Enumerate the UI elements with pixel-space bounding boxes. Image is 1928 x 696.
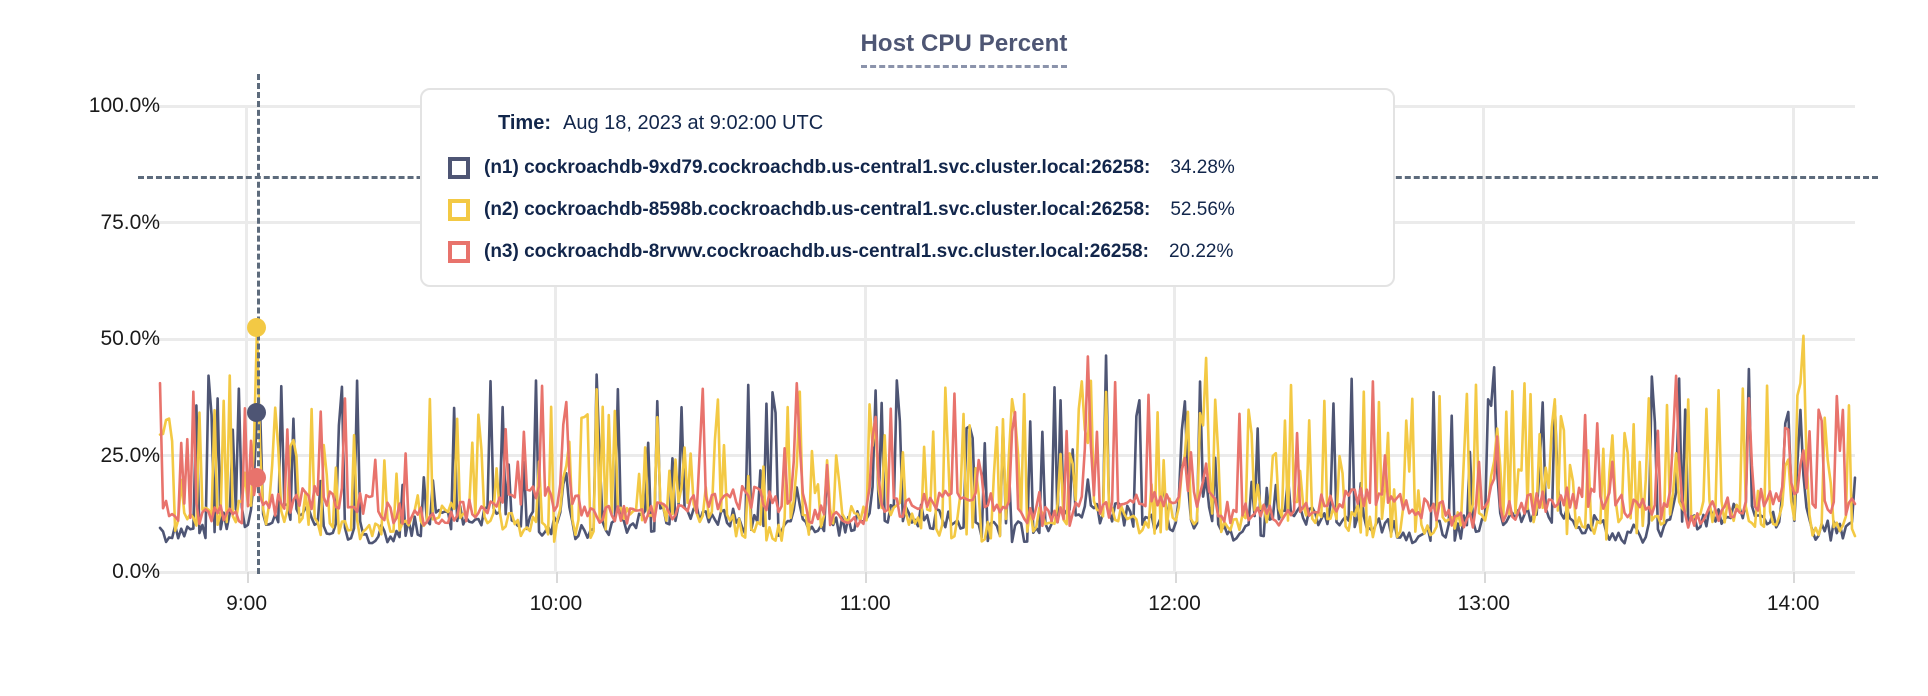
gridline-vertical [1482, 106, 1486, 572]
tooltip-time-row: Time: Aug 18, 2023 at 9:02:00 UTC [448, 112, 1367, 135]
x-tick-mark [246, 572, 249, 583]
series-lines [158, 325, 1857, 545]
x-tick-label: 12:00 [1148, 592, 1201, 615]
legend-value-n3: 20.22% [1168, 241, 1234, 262]
x-tick-label: 11:00 [839, 592, 891, 615]
x-tick-mark [1174, 572, 1177, 583]
x-tick-mark [1793, 572, 1796, 583]
x-tick-label: 10:00 [529, 592, 583, 615]
legend-label-n1: (n1) cockroachdb-9xd79.cockroachdb.us-ce… [484, 157, 1151, 178]
gridline-horizontal [152, 570, 1855, 574]
gridline-vertical [245, 106, 249, 572]
legend-label-n2: (n2) cockroachdb-8598b.cockroachdb.us-ce… [484, 199, 1151, 220]
hover-tooltip: Time: Aug 18, 2023 at 9:02:00 UTC (n1) c… [420, 88, 1395, 287]
hover-point-n3 [247, 468, 267, 488]
tooltip-time-label: Time: [498, 112, 551, 134]
legend-label-n3: (n3) cockroachdb-8rvwv.cockroachdb.us-ce… [484, 241, 1149, 262]
legend-swatch-n2 [448, 199, 470, 221]
chart-title-text: Host CPU Percent [860, 30, 1068, 68]
legend-value-n2: 52.56% [1170, 199, 1235, 220]
y-tick-label: 25.0% [100, 443, 160, 467]
y-tick-label: 100.0% [88, 94, 160, 117]
gridline-vertical [1173, 106, 1177, 572]
legend-row-n3[interactable]: (n3) cockroachdb-8rvwv.cockroachdb.us-ce… [448, 241, 1367, 263]
legend-swatch-n3 [448, 241, 470, 263]
x-tick-mark [865, 572, 868, 583]
series-line-n2 [158, 325, 1857, 543]
x-tick-label: 13:00 [1457, 592, 1511, 615]
legend-row-n2[interactable]: (n2) cockroachdb-8598b.cockroachdb.us-ce… [448, 199, 1367, 221]
hover-point-n1 [247, 402, 267, 422]
hover-point-n2 [247, 317, 267, 337]
gridline-vertical [1791, 106, 1795, 572]
y-tick-label: 75.0% [100, 210, 160, 234]
legend-row-n1[interactable]: (n1) cockroachdb-9xd79.cockroachdb.us-ce… [448, 157, 1367, 179]
gridline-vertical [863, 106, 867, 572]
x-tick-mark [1483, 572, 1486, 583]
legend-value-n1: 34.28% [1170, 157, 1235, 178]
tooltip-time-value: Aug 18, 2023 at 9:02:00 UTC [562, 112, 824, 134]
page-title: Host CPU Percent [0, 30, 1928, 68]
x-tick-label: 14:00 [1766, 592, 1820, 615]
y-tick-label: 0.0% [112, 560, 160, 583]
gridline-vertical [554, 106, 558, 572]
series-line-n3 [158, 355, 1857, 529]
y-tick-label: 50.0% [100, 327, 160, 350]
gridline-horizontal [152, 337, 1855, 341]
x-tick-label: 9:00 [226, 592, 268, 615]
x-tick-mark [555, 572, 558, 583]
legend-swatch-n1 [448, 157, 470, 179]
